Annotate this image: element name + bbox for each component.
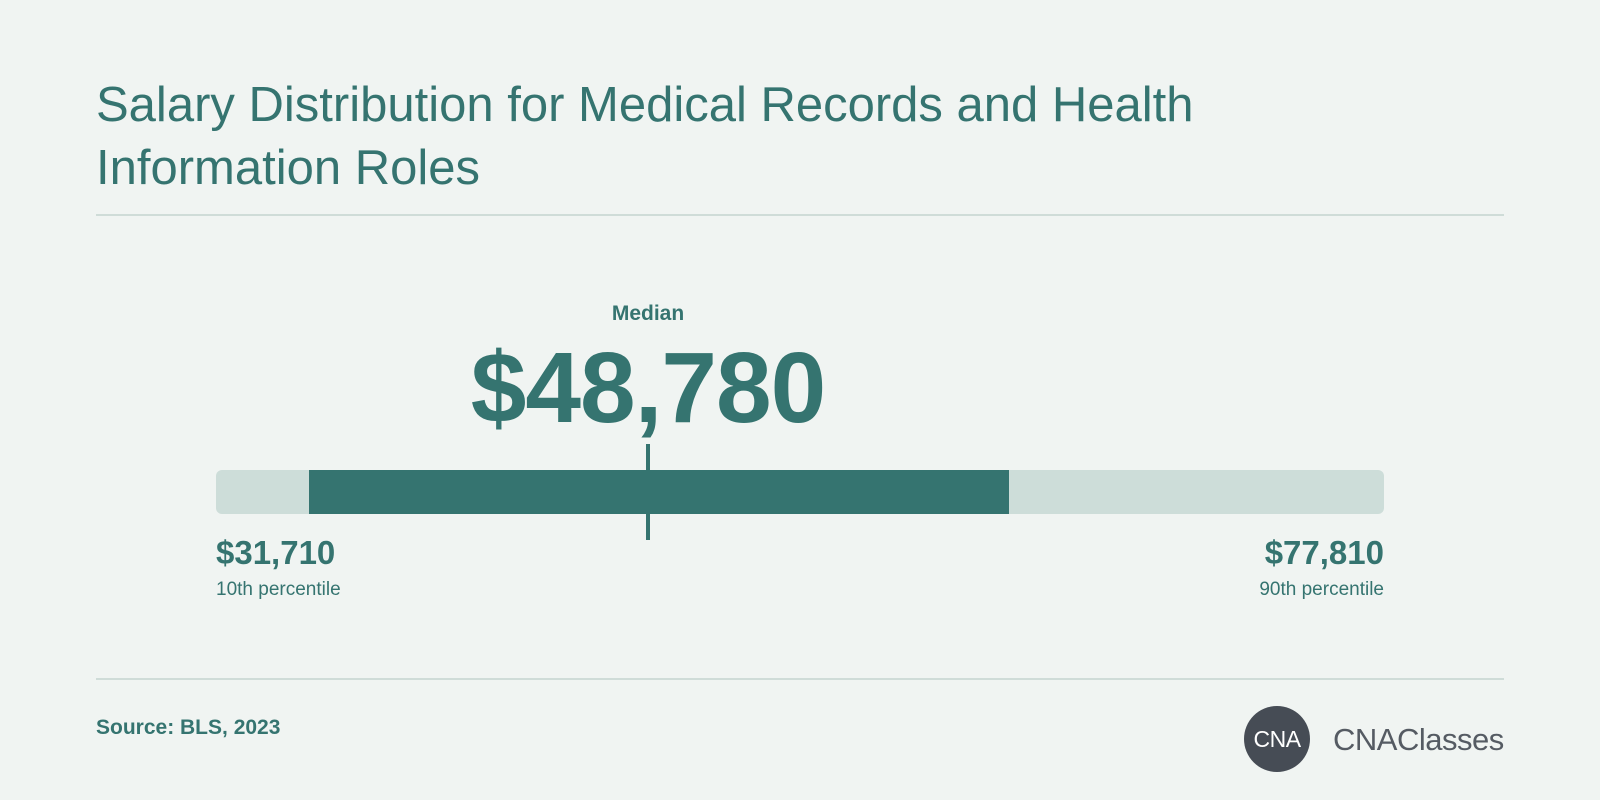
footer-divider — [96, 678, 1504, 680]
cnaclasses-logo-wordmark: CNAClasses — [1333, 722, 1504, 757]
salary-range-bar — [309, 470, 1009, 514]
p10-value: $31,710 — [216, 534, 336, 571]
page-title: Salary Distribution for Medical Records … — [96, 78, 1194, 195]
p90-label: 90th percentile — [1259, 579, 1384, 600]
title-divider — [96, 214, 1504, 216]
cna-logo-badge: CNA — [1244, 706, 1310, 772]
median-value: $48,780 — [470, 332, 826, 444]
source-note: Source: BLS, 2023 — [96, 716, 281, 739]
p10-label: 10th percentile — [216, 579, 341, 600]
median-label: Median — [611, 302, 685, 325]
p90-value: $77,810 — [1264, 534, 1384, 571]
median-marker — [646, 444, 651, 540]
